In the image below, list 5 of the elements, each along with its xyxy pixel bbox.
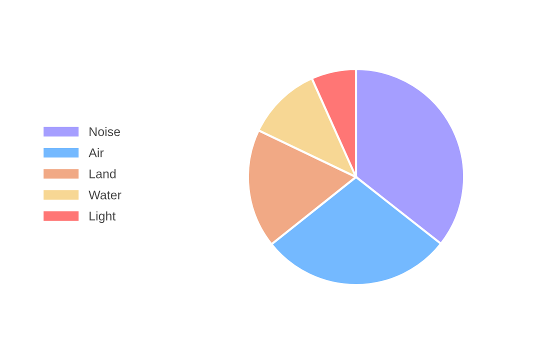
legend-label: Water (88, 190, 122, 200)
legend-label: Noise (90, 126, 120, 136)
legend-label: Air (88, 148, 104, 158)
legend-label: Light (90, 211, 116, 223)
legend-label: Land (90, 169, 116, 178)
